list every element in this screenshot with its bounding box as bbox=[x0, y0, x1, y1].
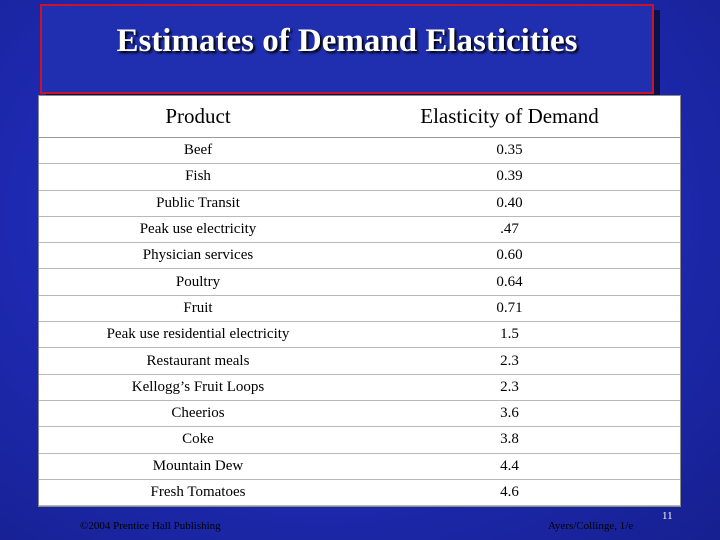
elasticity-cell: 4.4 bbox=[339, 453, 680, 480]
column-header-elasticity: Elasticity of Demand bbox=[339, 96, 680, 138]
product-cell: Restaurant meals bbox=[39, 347, 339, 375]
page-number: 11 bbox=[662, 510, 673, 522]
elasticity-cell: 3.6 bbox=[339, 400, 680, 428]
author-credit: Ayers/Collinge, 1/e bbox=[548, 520, 634, 532]
elasticity-cell: 0.35 bbox=[339, 137, 680, 165]
table-row: Physician services 0.60 bbox=[39, 242, 680, 270]
elasticity-cell: 4.6 bbox=[339, 479, 680, 507]
product-cell: Peak use electricity bbox=[39, 216, 339, 244]
elasticity-cell: 2.3 bbox=[339, 374, 680, 401]
elasticity-table: Product Elasticity of Demand Beef 0.35 Fi… bbox=[39, 96, 680, 507]
table-row: Restaurant meals 2.3 bbox=[39, 347, 680, 375]
column-header-product: Product bbox=[39, 96, 339, 138]
product-cell: Peak use residential electricity bbox=[39, 321, 339, 349]
table-row: Fresh Tomatoes 4.6 bbox=[39, 479, 680, 507]
product-cell: Poultry bbox=[39, 268, 339, 296]
product-cell: Fresh Tomatoes bbox=[39, 479, 339, 507]
table-row: Mountain Dew 4.4 bbox=[39, 453, 680, 480]
elasticity-cell: 0.39 bbox=[339, 163, 680, 191]
product-cell: Beef bbox=[39, 137, 339, 165]
product-cell: Fruit bbox=[39, 295, 339, 323]
elasticity-cell: .47 bbox=[339, 216, 680, 244]
elasticity-cell: 0.60 bbox=[339, 242, 680, 270]
product-cell: Fish bbox=[39, 163, 339, 191]
product-cell: Mountain Dew bbox=[39, 453, 339, 480]
product-cell: Public Transit bbox=[39, 190, 339, 217]
product-cell: Coke bbox=[39, 426, 339, 454]
product-cell: Kellogg’s Fruit Loops bbox=[39, 374, 339, 401]
table-header-row: Product Elasticity of Demand bbox=[39, 96, 680, 138]
elasticity-cell: 1.5 bbox=[339, 321, 680, 349]
table-row: Fish 0.39 bbox=[39, 163, 680, 191]
elasticity-cell: 3.8 bbox=[339, 426, 680, 454]
elasticity-cell: 2.3 bbox=[339, 347, 680, 375]
elasticity-table-container: Product Elasticity of Demand Beef 0.35 Fi… bbox=[38, 95, 681, 508]
elasticity-cell: 0.40 bbox=[339, 190, 680, 217]
table-row: Beef 0.35 bbox=[39, 137, 680, 165]
table-row: Kellogg’s Fruit Loops 2.3 bbox=[39, 374, 680, 401]
title-box: Estimates of Demand Elasticities bbox=[40, 4, 654, 94]
elasticity-cell: 0.64 bbox=[339, 268, 680, 296]
table-row: Coke 3.8 bbox=[39, 426, 680, 454]
table-row: Peak use electricity .47 bbox=[39, 216, 680, 244]
table-row: Fruit 0.71 bbox=[39, 295, 680, 323]
table-row: Public Transit 0.40 bbox=[39, 190, 680, 217]
copyright-notice: ©2004 Prentice Hall Publishing bbox=[80, 520, 221, 532]
table-row: Peak use residential electricity 1.5 bbox=[39, 321, 680, 349]
table-row: Poultry 0.64 bbox=[39, 268, 680, 296]
elasticity-cell: 0.71 bbox=[339, 295, 680, 323]
slide-title: Estimates of Demand Elasticities bbox=[116, 22, 578, 59]
table-row: Cheerios 3.6 bbox=[39, 400, 680, 428]
product-cell: Physician services bbox=[39, 242, 339, 270]
product-cell: Cheerios bbox=[39, 400, 339, 428]
